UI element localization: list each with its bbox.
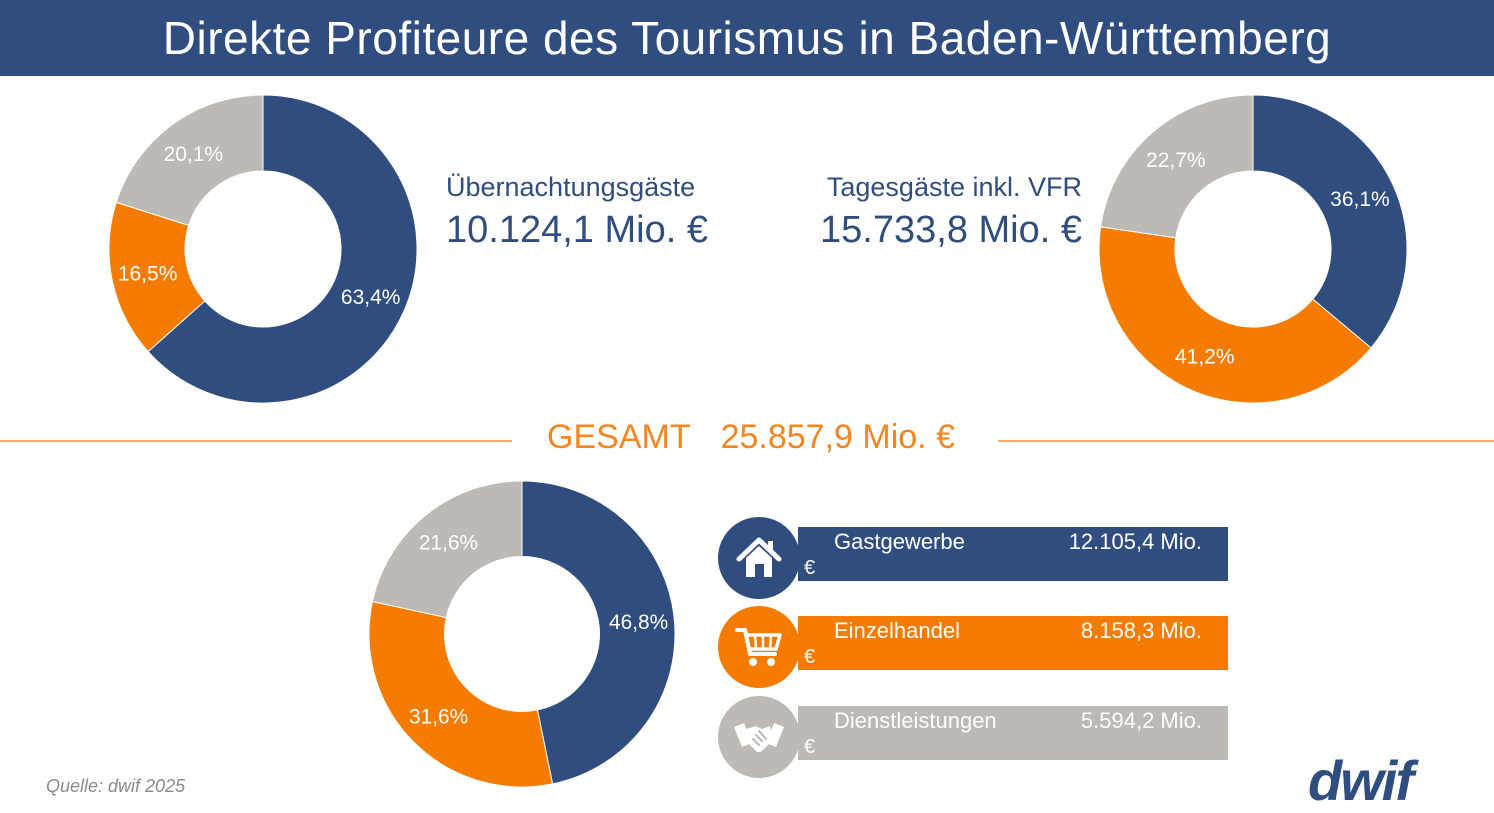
donut-slice-einzelhandel xyxy=(108,201,206,353)
house-icon xyxy=(718,517,800,599)
category-row-gastgewerbe: Gastgewerbe 12.105,4 Mio. € xyxy=(718,517,1228,611)
category-amount: 12.105,4 Mio. xyxy=(1068,529,1202,554)
category-currency: € xyxy=(804,646,816,668)
category-row-dienstleistungen: Dienstleistungen 5.594,2 Mio. € xyxy=(718,696,1228,790)
slice-label: 21,6% xyxy=(419,532,478,555)
slice-label: 31,6% xyxy=(409,705,468,728)
donut-chart-daytrip: 36,1% 41,2% 22,7% xyxy=(1098,94,1408,404)
donut-chart-overnight: 63,4% 16,5% 20,1% xyxy=(108,94,418,404)
category-currency: € xyxy=(804,736,816,758)
donut-chart-total: 46,8% 31,6% 21,6% xyxy=(368,480,676,788)
handshake-icon xyxy=(718,696,800,778)
dwif-logo: dwif xyxy=(1308,749,1414,812)
donut-slice-dienstleistungen xyxy=(1100,94,1254,239)
category-band: Einzelhandel 8.158,3 Mio. € xyxy=(798,616,1228,670)
donut-slice-gastgewerbe xyxy=(521,480,676,785)
total-value: 25.857,9 Mio. € xyxy=(720,418,955,456)
category-band: Dienstleistungen 5.594,2 Mio. € xyxy=(798,706,1228,760)
donut-slice-einzelhandel xyxy=(1098,226,1372,404)
total-row: GESAMT 25.857,9 Mio. € xyxy=(536,418,966,457)
category-band: Gastgewerbe 12.105,4 Mio. € xyxy=(798,527,1228,581)
shopping-cart-icon xyxy=(718,606,800,688)
category-amount: 5.594,2 Mio. xyxy=(1080,708,1202,733)
slice-label: 16,5% xyxy=(118,263,178,286)
slice-label: 46,8% xyxy=(609,611,668,634)
slice-label: 36,1% xyxy=(1330,188,1390,211)
category-name: Einzelhandel xyxy=(834,618,960,643)
title-bar: Direkte Profiteure des Tourismus in Bade… xyxy=(0,0,1494,76)
divider-right xyxy=(998,440,1494,442)
slice-label: 22,7% xyxy=(1146,149,1206,172)
donut-slice-dienstleistungen xyxy=(371,480,523,619)
daytrip-label: Tagesgäste inkl. VFR xyxy=(826,172,1082,202)
overnight-label-block: Übernachtungsgäste 10.124,1 Mio. € xyxy=(446,172,708,252)
page-title: Direkte Profiteure des Tourismus in Bade… xyxy=(162,12,1332,64)
total-label: GESAMT xyxy=(547,418,691,456)
donut-slice-gastgewerbe xyxy=(147,94,418,404)
slice-label: 63,4% xyxy=(341,286,401,309)
overnight-label: Übernachtungsgäste xyxy=(446,172,696,202)
category-name: Dienstleistungen xyxy=(834,708,997,733)
category-amount: 8.158,3 Mio. xyxy=(1080,618,1202,643)
donut-slice-dienstleistungen xyxy=(115,94,264,226)
slice-label: 20,1% xyxy=(164,143,224,166)
category-row-einzelhandel: Einzelhandel 8.158,3 Mio. € xyxy=(718,606,1228,700)
donut-slice-gastgewerbe xyxy=(1252,94,1408,349)
slice-label: 41,2% xyxy=(1175,346,1235,369)
donut-slice-einzelhandel xyxy=(368,600,554,788)
daytrip-value: 15.733,8 Mio. € xyxy=(820,209,1082,251)
source-note: Quelle: dwif 2025 xyxy=(46,776,186,796)
category-name: Gastgewerbe xyxy=(834,529,965,554)
divider-left xyxy=(0,440,512,442)
overnight-value: 10.124,1 Mio. € xyxy=(446,209,708,251)
category-currency: € xyxy=(804,557,816,579)
daytrip-label-block: Tagesgäste inkl. VFR 15.733,8 Mio. € xyxy=(820,172,1082,252)
